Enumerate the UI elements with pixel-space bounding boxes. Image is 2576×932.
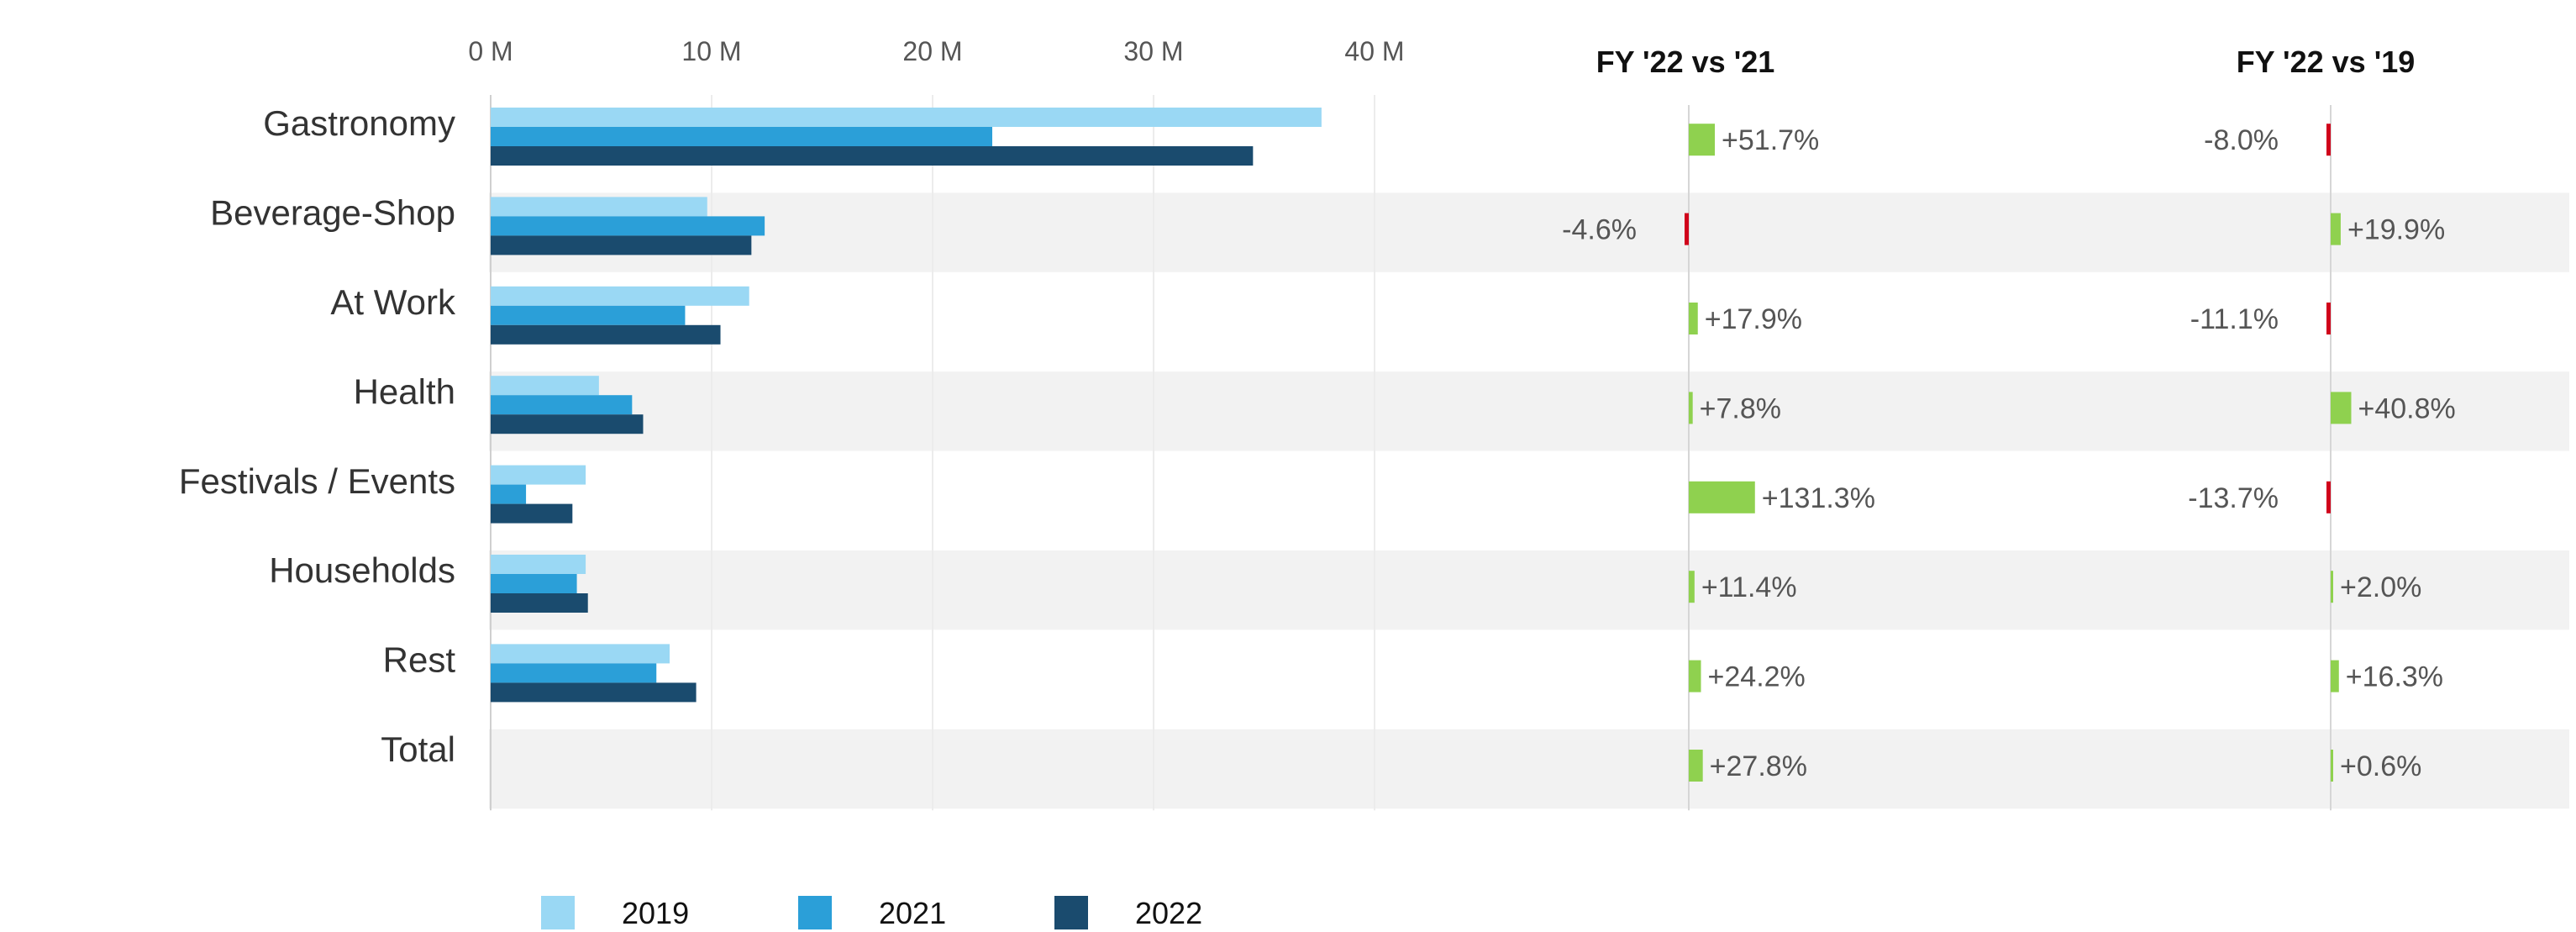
delta-bar	[2331, 660, 2339, 692]
delta-label: +2.0%	[2340, 571, 2421, 603]
category-label: Households	[269, 550, 455, 590]
delta-label: -8.0%	[2204, 124, 2279, 156]
bar-2022	[491, 324, 721, 345]
delta-bar	[1689, 392, 1693, 424]
category-label: At Work	[330, 282, 456, 322]
delta-label: -11.1%	[2190, 303, 2279, 335]
bar-2019	[491, 376, 599, 396]
category-label: Beverage-Shop	[210, 193, 455, 233]
delta-bar	[1685, 213, 1689, 245]
legend-label: 2022	[1135, 896, 1202, 930]
x-tick-label: 10 M	[681, 36, 741, 66]
row-band	[489, 371, 2569, 451]
bar-2021	[491, 484, 527, 504]
bar-2021	[491, 574, 577, 593]
legend-label: 2021	[879, 896, 946, 930]
delta-bar	[2331, 750, 2333, 782]
category-labels: Gastronomy Beverage-Shop At Work Health Fest…	[179, 103, 456, 769]
delta-label: -4.6%	[1562, 214, 1637, 246]
delta-label: +0.6%	[2340, 750, 2421, 782]
delta-panel-title: FY '22 vs '19	[2237, 45, 2416, 79]
delta-label: +16.3%	[2346, 661, 2443, 693]
x-tick-label: 30 M	[1123, 36, 1183, 66]
category-label: Total	[381, 729, 455, 769]
bar-2019	[491, 644, 670, 664]
bar-2022	[491, 503, 573, 524]
delta-label: +131.3%	[1762, 482, 1875, 514]
delta-panel-title: FY '22 vs '21	[1596, 45, 1775, 79]
delta-label: +40.8%	[2358, 392, 2455, 424]
bar-2019	[491, 555, 586, 574]
row-band	[489, 192, 2569, 272]
delta-label: +51.7%	[1722, 124, 1819, 156]
x-tick-label: 0 M	[468, 36, 513, 66]
bar-2019	[491, 197, 707, 217]
bar-2019	[491, 465, 586, 485]
delta-bar	[1689, 303, 1698, 334]
delta-label: +24.2%	[1708, 661, 1806, 693]
bar-2022	[491, 414, 644, 434]
delta-label: +17.9%	[1705, 303, 1802, 335]
bar-2022	[491, 146, 1254, 166]
bar-2021	[491, 216, 765, 236]
legend-swatch-2021	[798, 896, 832, 929]
delta-label: -13.7%	[2188, 482, 2279, 514]
legend: 2019 2021 2022	[541, 896, 1202, 930]
delta-bar	[2326, 481, 2331, 513]
bar-2019	[491, 108, 1322, 127]
bar-2021	[491, 663, 657, 683]
delta-label: +19.9%	[2347, 214, 2445, 246]
delta-bar	[1689, 124, 1716, 156]
delta-label: +11.4%	[1701, 571, 1797, 603]
delta-bar	[2331, 571, 2333, 603]
delta-panels: FY '22 vs '21 +51.7% -4.6% +17.9% +7.8% +131.…	[1562, 45, 2456, 811]
bars	[491, 108, 1322, 703]
delta-bar	[1689, 750, 1703, 782]
delta-label: +7.8%	[1700, 392, 1781, 424]
category-label: Health	[354, 371, 455, 411]
category-label: Gastronomy	[263, 103, 455, 143]
delta-bar	[2331, 213, 2341, 245]
row-bands	[489, 192, 2569, 809]
category-label: Festivals / Events	[179, 461, 455, 501]
row-band	[489, 729, 2569, 809]
delta-label: +27.8%	[1710, 750, 1807, 782]
bar-2022	[491, 235, 752, 255]
delta-bar	[2326, 124, 2331, 156]
category-label: Rest	[383, 640, 456, 680]
x-tick-label: 20 M	[902, 36, 962, 66]
bar-2021	[491, 127, 993, 146]
legend-swatch-2019	[541, 896, 575, 929]
row-band	[489, 550, 2569, 630]
delta-bar	[2331, 392, 2352, 424]
bar-2021	[491, 395, 633, 415]
delta-bar	[1689, 660, 1701, 692]
delta-bar	[1689, 481, 1755, 513]
bar-2022	[491, 682, 697, 703]
legend-label: 2019	[622, 896, 689, 930]
x-tick-label: 40 M	[1344, 36, 1404, 66]
legend-swatch-2022	[1054, 896, 1088, 929]
delta-bar	[2326, 303, 2331, 334]
bar-2019	[491, 286, 749, 306]
delta-bar	[1689, 571, 1695, 603]
bar-2022	[491, 593, 588, 613]
x-axis: 0 M 10 M 20 M 30 M 40 M	[468, 36, 1404, 66]
bar-2021	[491, 305, 686, 325]
